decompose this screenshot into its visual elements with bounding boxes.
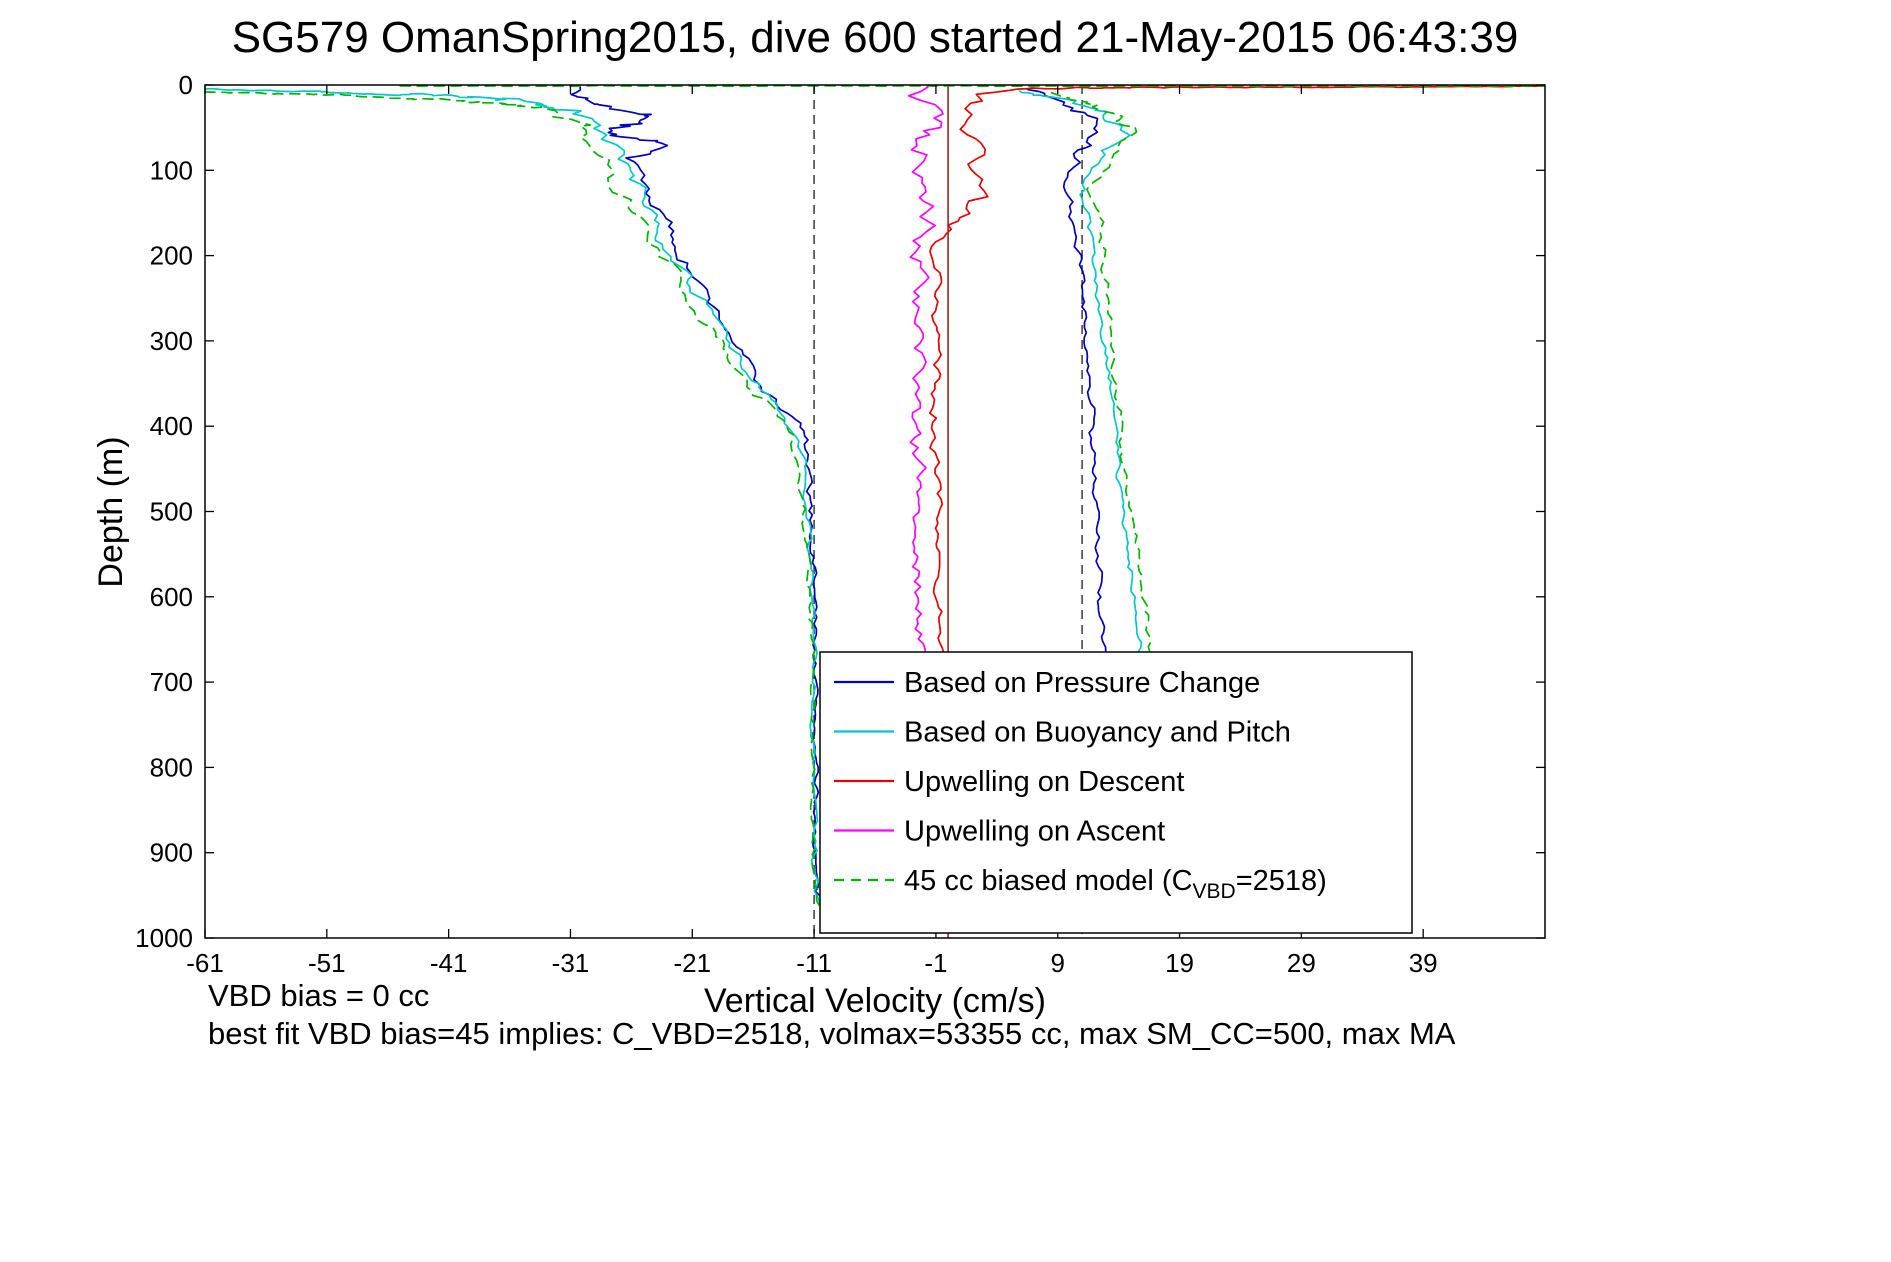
x-tick-label: -51 xyxy=(308,948,346,978)
vbd-bias-annotation: VBD bias = 0 cc xyxy=(208,978,429,1013)
y-tick-label: 0 xyxy=(179,70,193,100)
y-tick-label: 400 xyxy=(150,411,193,441)
legend-box xyxy=(819,651,1413,934)
series-model-surface xyxy=(399,85,1545,88)
legend-entry: Upwelling on Ascent xyxy=(834,816,1165,848)
y-axis-label: Depth (m) xyxy=(92,436,130,587)
y-tick-label: 600 xyxy=(150,582,193,612)
y-tick-label: 200 xyxy=(150,241,193,271)
series-descent-upwelling xyxy=(928,85,1545,666)
plot-area xyxy=(205,85,1545,938)
legend-entry: 45 cc biased model (CVBD=2518) xyxy=(834,865,1327,903)
legend-label: Based on Buoyancy and Pitch xyxy=(904,717,1291,749)
y-tick-label: 100 xyxy=(150,155,193,185)
x-tick-label: -61 xyxy=(186,948,224,978)
y-tick-label: 900 xyxy=(150,838,193,868)
legend-label: Upwelling on Ascent xyxy=(904,816,1165,848)
y-tick-label: 800 xyxy=(150,752,193,782)
x-tick-label: 39 xyxy=(1409,948,1438,978)
series-buoyancy xyxy=(205,87,1143,933)
x-tick-label: -31 xyxy=(552,948,590,978)
x-tick-label: -11 xyxy=(796,948,832,978)
legend-entry: Based on Buoyancy and Pitch xyxy=(834,717,1291,749)
x-tick-label: -1 xyxy=(924,948,947,978)
y-tick-label: 700 xyxy=(150,667,193,697)
legend-label: Upwelling on Descent xyxy=(904,766,1184,798)
y-tick-label: 500 xyxy=(150,497,193,527)
x-tick-label: -41 xyxy=(430,948,468,978)
legend-label: 45 cc biased model (CVBD=2518) xyxy=(904,865,1327,903)
x-tick-label: 9 xyxy=(1050,948,1064,978)
legend-entry: Upwelling on Descent xyxy=(834,766,1184,798)
x-tick-label: -21 xyxy=(673,948,711,978)
legend-entry: Based on Pressure Change xyxy=(834,667,1260,699)
series-model xyxy=(205,91,1153,934)
y-tick-label: 1000 xyxy=(135,923,193,953)
axes-layer: -61 -51 -41 -31 -21 -11 -1 9 19 29 39 0 100 200 300 400… xyxy=(135,70,1546,978)
series-ascent-upwelling xyxy=(907,86,944,667)
x-axis-label: Vertical Velocity (cm/s) xyxy=(704,982,1046,1020)
legend: Based on Pressure Change Based on Buoyanc… xyxy=(819,651,1413,934)
legend-label: Based on Pressure Change xyxy=(904,667,1260,699)
x-tick-label: 19 xyxy=(1165,948,1194,978)
x-tick-label: 29 xyxy=(1287,948,1316,978)
best-fit-annotation: best fit VBD bias=45 implies: C_VBD=2518… xyxy=(208,1016,1456,1051)
chart-title: SG579 OmanSpring2015, dive 600 started 2… xyxy=(232,13,1519,62)
y-tick-label: 300 xyxy=(150,326,193,356)
